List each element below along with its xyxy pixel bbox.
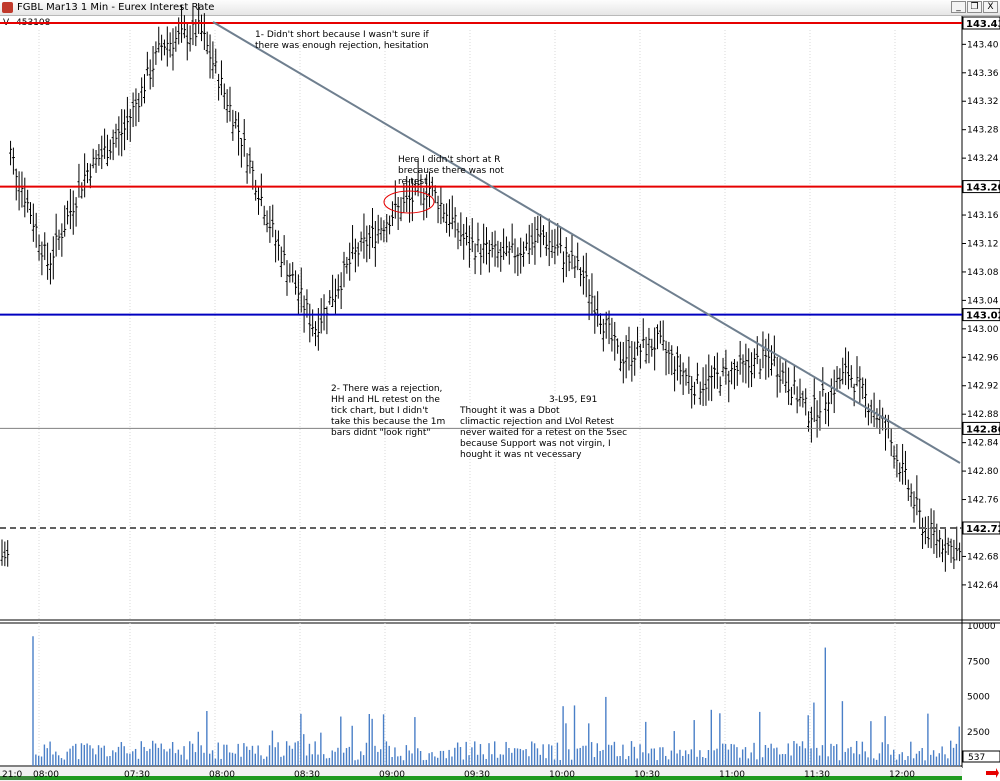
price-tick-label: 143.24 bbox=[967, 154, 999, 164]
time-tick-label: 21:0 bbox=[2, 770, 22, 780]
time-tick-label: 11:00 bbox=[719, 770, 745, 780]
annotation-2: Here I didn't short at R brecause there … bbox=[398, 155, 504, 187]
time-tick-label: 08:30 bbox=[294, 770, 320, 780]
annotation-1: 1- Didn't short because I wasn't sure if… bbox=[255, 30, 429, 51]
volume-current-label: 537 bbox=[968, 753, 985, 763]
price-level-label: 143.20 bbox=[966, 183, 1000, 194]
price-level-label: 142.72 bbox=[966, 524, 1000, 535]
price-level-box bbox=[962, 421, 1000, 435]
annotation-4: 3-L95, E91 bbox=[549, 395, 598, 405]
price-tick-label: 143.04 bbox=[967, 296, 999, 306]
price-level-box bbox=[962, 16, 1000, 30]
time-tick-label: 08:00 bbox=[33, 770, 59, 780]
price-tick-label: 143.36 bbox=[967, 69, 999, 79]
annotation-5: Thought it was a Dbot climactic rejectio… bbox=[460, 406, 628, 460]
time-tick-label: 09:30 bbox=[464, 770, 490, 780]
price-tick-label: 143.32 bbox=[967, 97, 999, 107]
price-level-box bbox=[962, 308, 1000, 322]
time-tick-label: 10:30 bbox=[634, 770, 660, 780]
price-tick-label: 142.68 bbox=[967, 552, 999, 562]
volume-current-box bbox=[962, 750, 1000, 763]
time-tick-label: 11:30 bbox=[804, 770, 830, 780]
close-button[interactable]: X bbox=[983, 1, 998, 13]
window-title: FGBL Mar13 1 Min - Eurex Interest Rate bbox=[17, 2, 215, 13]
volume-tick-label: 2500 bbox=[967, 728, 990, 738]
price-tick-label: 143.12 bbox=[967, 239, 999, 249]
annotation-3: 2- There was a rejection, HH and HL rete… bbox=[331, 384, 446, 438]
price-tick-label: 143.08 bbox=[967, 268, 999, 278]
price-tick-label: 143.28 bbox=[967, 126, 999, 136]
price-tick-label: 142.80 bbox=[967, 467, 999, 477]
price-tick-label: 143.16 bbox=[967, 211, 999, 221]
price-level-box bbox=[962, 180, 1000, 194]
volume-tick-label: 5000 bbox=[967, 693, 990, 703]
price-tick-label: 142.84 bbox=[967, 439, 999, 449]
price-tick-label: 142.76 bbox=[967, 496, 999, 506]
volume-tick-label: 10000 bbox=[967, 622, 996, 632]
price-level-label: 142.86 bbox=[966, 424, 1000, 435]
trendline bbox=[212, 21, 961, 464]
price-tick-label: 143.00 bbox=[967, 325, 999, 335]
time-tick-label: 09:00 bbox=[379, 770, 405, 780]
time-tick-label: 10:00 bbox=[549, 770, 575, 780]
price-level-label: 143.02 bbox=[966, 311, 1000, 322]
price-tick-label: 143.40 bbox=[967, 40, 999, 50]
price-tick-label: 142.96 bbox=[967, 353, 999, 363]
restore-button[interactable]: ❐ bbox=[967, 1, 982, 13]
price-tick-label: 142.92 bbox=[967, 382, 999, 392]
price-tick-label: 142.64 bbox=[967, 581, 999, 591]
time-tick-label: 08:00 bbox=[209, 770, 235, 780]
time-tick-label: 07:30 bbox=[124, 770, 150, 780]
arrow-right-icon bbox=[986, 768, 999, 778]
rejection-circle bbox=[383, 190, 435, 214]
price-level-label: 143.43 bbox=[966, 19, 1000, 30]
volume-tick-label: 7500 bbox=[967, 657, 990, 667]
minimize-button[interactable]: _ bbox=[951, 1, 966, 13]
price-level-box bbox=[962, 521, 1000, 535]
price-tick-label: 142.88 bbox=[967, 410, 999, 420]
time-tick-label: 12:00 bbox=[889, 770, 915, 780]
title-bar: FGBL Mar13 1 Min - Eurex Interest Rate _… bbox=[0, 0, 1000, 16]
app-logo-icon bbox=[2, 2, 13, 13]
